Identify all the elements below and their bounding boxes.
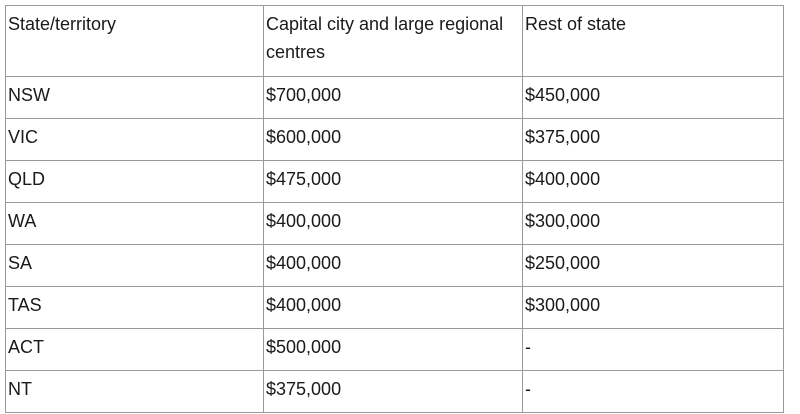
capital-cell: $500,000 [263, 328, 523, 371]
rest-cell: $300,000 [522, 286, 784, 329]
table-row: NSW $700,000 $450,000 [5, 76, 784, 119]
rest-cell: - [522, 370, 784, 413]
price-cap-table: State/territory Capital city and large r… [5, 5, 784, 413]
capital-cell: $600,000 [263, 118, 523, 161]
rest-cell: $400,000 [522, 160, 784, 203]
state-cell: NSW [5, 76, 264, 119]
capital-cell: $375,000 [263, 370, 523, 413]
capital-cell: $475,000 [263, 160, 523, 203]
state-cell: ACT [5, 328, 264, 371]
rest-cell: $375,000 [522, 118, 784, 161]
table-row: NT $375,000- [5, 370, 784, 413]
rest-cell: $450,000 [522, 76, 784, 119]
rest-cell: - [522, 328, 784, 371]
capital-cell: $700,000 [263, 76, 523, 119]
table-row: WA $400,000 $300,000 [5, 202, 784, 245]
capital-cell: $400,000 [263, 286, 523, 329]
table-row: QLD $475,000 $400,000 [5, 160, 784, 203]
table-row: ACT $500,000- [5, 328, 784, 371]
state-cell: SA [5, 244, 264, 287]
state-cell: VIC [5, 118, 264, 161]
rest-cell: $250,000 [522, 244, 784, 287]
rest-cell: $300,000 [522, 202, 784, 245]
header-rest: Rest of state [522, 5, 784, 77]
state-cell: TAS [5, 286, 264, 329]
capital-cell: $400,000 [263, 244, 523, 287]
state-cell: NT [5, 370, 264, 413]
header-state: State/territory [5, 5, 264, 77]
capital-cell: $400,000 [263, 202, 523, 245]
header-row: State/territory Capital city and large r… [5, 5, 784, 77]
table-row: VIC $600,000 $375,000 [5, 118, 784, 161]
table-row: SA $400,000 $250,000 [5, 244, 784, 287]
state-cell: QLD [5, 160, 264, 203]
header-capital: Capital city and large regional centres [263, 5, 523, 77]
state-cell: WA [5, 202, 264, 245]
table-row: TAS $400,000 $300,000 [5, 286, 784, 329]
